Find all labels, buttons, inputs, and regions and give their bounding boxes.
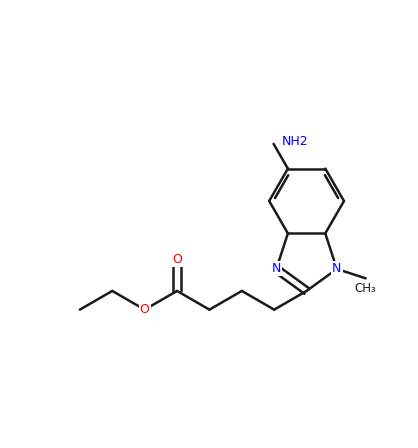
Text: N: N	[332, 263, 342, 276]
Text: NH2: NH2	[282, 134, 308, 147]
Text: O: O	[140, 303, 150, 316]
Text: CH₃: CH₃	[355, 282, 377, 295]
Text: N: N	[272, 263, 281, 276]
Text: O: O	[172, 253, 182, 266]
